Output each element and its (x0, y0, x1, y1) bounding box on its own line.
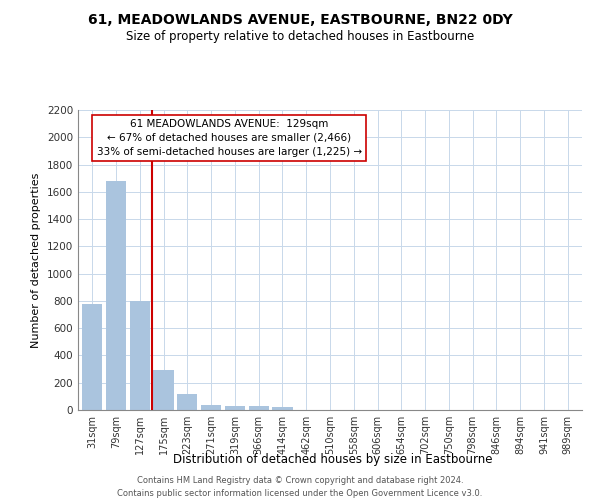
Text: 61, MEADOWLANDS AVENUE, EASTBOURNE, BN22 0DY: 61, MEADOWLANDS AVENUE, EASTBOURNE, BN22… (88, 12, 512, 26)
Bar (154, 370, 173, 410)
Bar (82, 304, 103, 410)
Text: Contains HM Land Registry data © Crown copyright and database right 2024.
Contai: Contains HM Land Registry data © Crown c… (118, 476, 482, 498)
Text: Distribution of detached houses by size in Eastbourne: Distribution of detached houses by size … (173, 452, 493, 466)
Bar (201, 404, 221, 410)
Bar (248, 406, 269, 410)
Bar (177, 394, 197, 410)
Bar (130, 301, 150, 410)
Bar (106, 181, 126, 410)
Bar (272, 408, 293, 410)
Text: 61 MEADOWLANDS AVENUE:  129sqm
← 67% of detached houses are smaller (2,466)
33% : 61 MEADOWLANDS AVENUE: 129sqm ← 67% of d… (97, 119, 362, 157)
Y-axis label: Number of detached properties: Number of detached properties (31, 172, 41, 348)
Bar (225, 406, 245, 410)
Text: Size of property relative to detached houses in Eastbourne: Size of property relative to detached ho… (126, 30, 474, 43)
